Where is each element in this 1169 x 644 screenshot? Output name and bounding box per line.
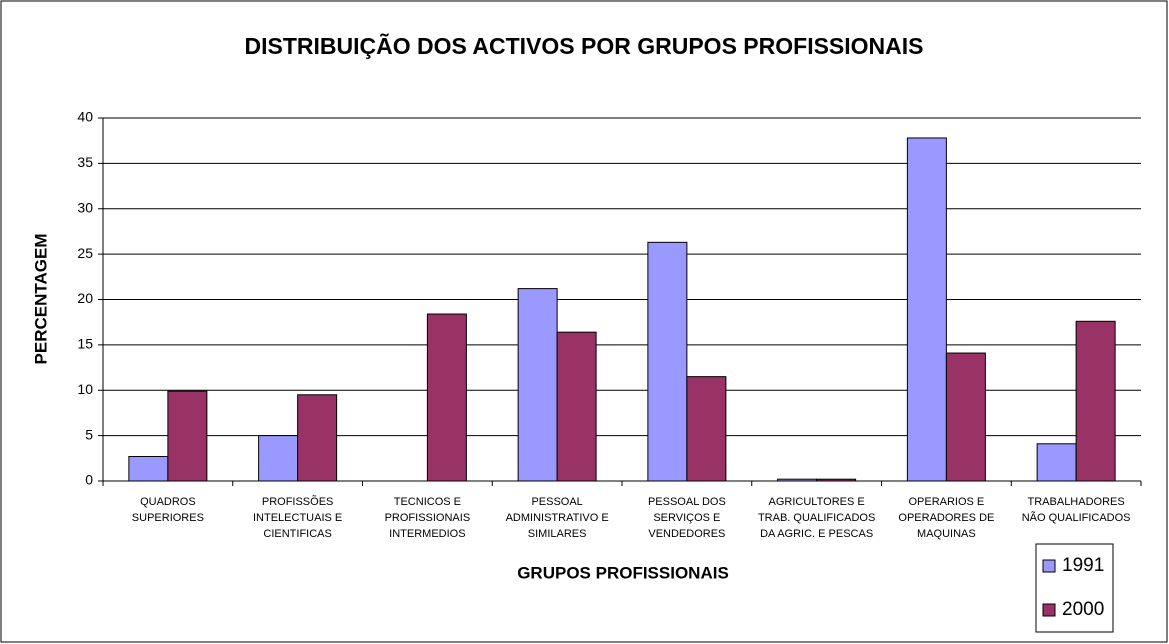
bar [297,394,338,482]
bar [426,313,467,482]
x-tick-label: PESSOAL DOS SERVIÇOS E VENDEDORES [648,496,726,540]
bar [128,455,169,482]
y-tick-label: 40 [77,109,93,125]
bar [517,288,558,482]
bar [258,435,299,482]
bar [556,331,597,482]
y-tick-label: 30 [77,199,93,215]
legend-label: 2000 [1062,599,1104,620]
y-tick-label: 15 [77,336,93,352]
bar [1075,320,1116,482]
y-tick-label: 5 [85,426,93,442]
y-tick-label: 0 [85,472,93,488]
x-tick-label: PESSOAL ADMINISTRATIVO E SIMILARES [506,496,609,540]
x-tick-label: TRABALHADORES NÃO QUALIFICADOS [1022,496,1131,524]
bar [906,137,947,482]
y-tick-label: 20 [77,290,93,306]
legend-swatch [1042,559,1056,573]
legend-swatch [1042,603,1056,617]
x-tick-label: OPERARIOS E OPERADORES DE MAQUINAS [898,496,994,540]
y-tick-label: 35 [77,154,93,170]
bar [1036,443,1077,482]
legend-label: 1991 [1062,555,1104,576]
x-axis-title: GRUPOS PROFISSIONAIS [517,563,729,582]
x-tick-label: TECNICOS E PROFISSIONAIS INTERMEDIOS [385,496,471,540]
bar [647,241,688,482]
y-tick-label: 25 [77,245,93,261]
bar [945,352,986,482]
bar [167,390,208,482]
x-tick-label: AGRICULTORES E TRAB. QUALIFICADOS DA AGRIC… [758,496,875,540]
bar [686,376,727,482]
x-tick-label: QUADROS SUPERIORES [132,496,204,524]
x-tick-label: PROFISSÕES INTELECTUAIS E CIENTIFICAS [253,495,342,540]
y-tick-label: 10 [77,381,93,397]
legend-box [1035,543,1114,633]
chart-title: DISTRIBUIÇÃO DOS ACTIVOS POR GRUPOS PROF… [245,32,924,59]
y-axis-title: PERCENTAGEM [31,234,50,365]
